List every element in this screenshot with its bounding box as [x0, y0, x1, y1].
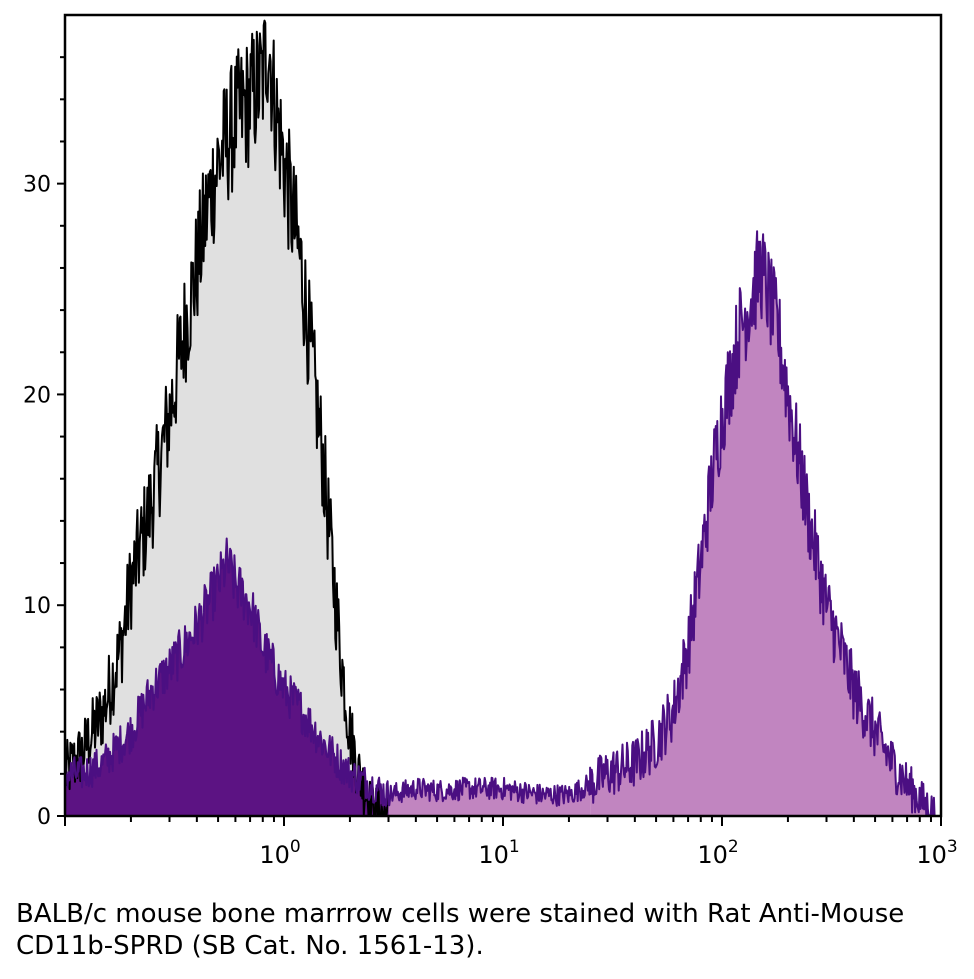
- y-tick-label: 0: [37, 805, 51, 830]
- isotype-control-area: [65, 20, 389, 816]
- isotype-control-line: [65, 19, 390, 816]
- stained-negative-peak-area: [65, 538, 389, 816]
- y-tick-label: 30: [23, 173, 51, 198]
- x-tick-label: 100: [259, 837, 300, 869]
- y-tick-label: 10: [23, 594, 51, 619]
- x-tick-label: 102: [697, 837, 738, 869]
- x-tick-label: 101: [478, 837, 519, 869]
- y-tick-label: 20: [23, 383, 51, 408]
- flow-cytometry-histogram: 0 10 20 30 100 101 102 103: [23, 13, 958, 869]
- stained-sample-line: [65, 230, 937, 816]
- figure-caption: BALB/c mouse bone marrrow cells were sta…: [16, 899, 905, 961]
- x-tick-label: 103: [916, 837, 957, 869]
